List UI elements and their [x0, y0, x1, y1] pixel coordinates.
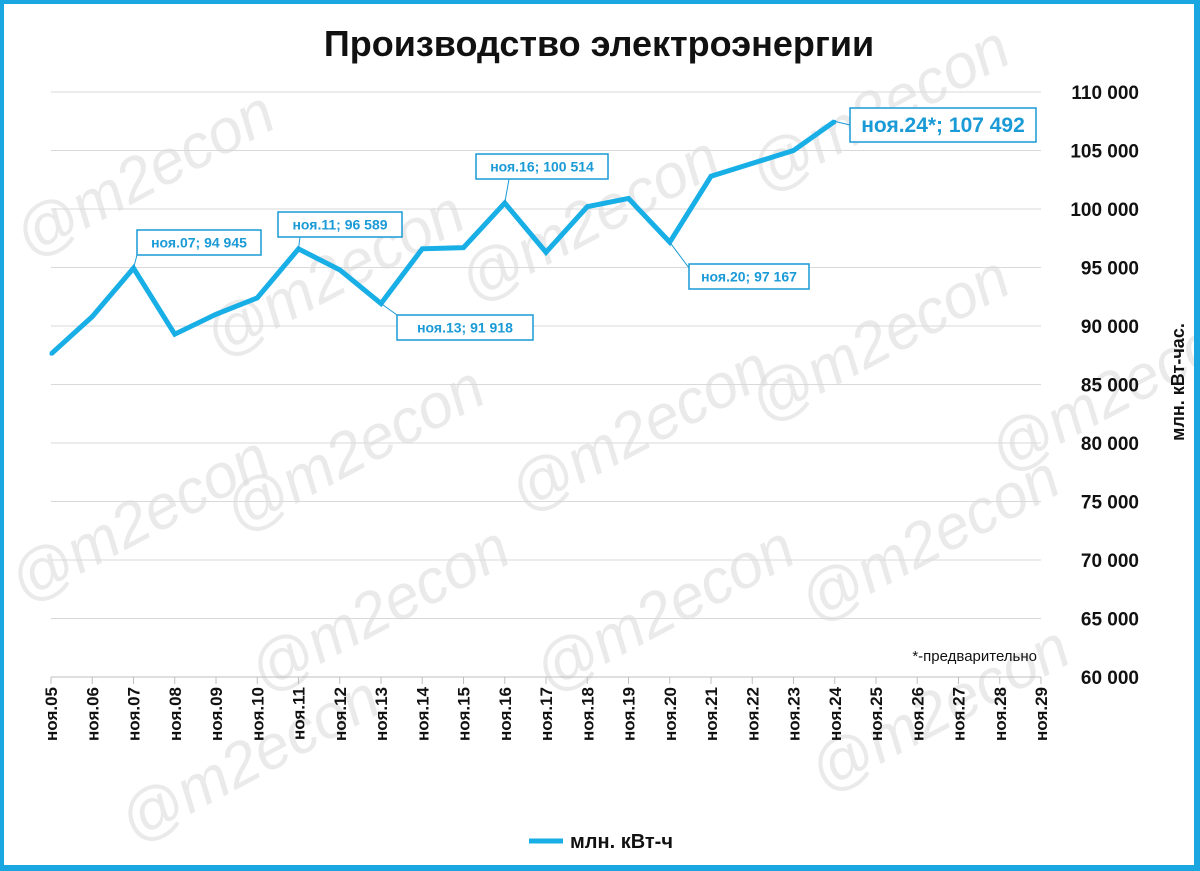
data-point [173, 332, 177, 336]
y-tick-label: 95 000 [1081, 259, 1139, 280]
annotation-callout: ноя.13; 91 918 [380, 303, 534, 341]
data-point [627, 196, 630, 200]
data-point [214, 312, 218, 316]
annotation-box [136, 229, 262, 256]
x-tick-label: ноя.20 [661, 687, 680, 741]
y-tick-label: 100 000 [1070, 200, 1139, 221]
x-tick-label: ноя.28 [991, 687, 1010, 741]
annotation-box [396, 314, 534, 341]
x-tick-label: ноя.29 [1032, 687, 1051, 741]
x-tick-label: ноя.27 [950, 687, 969, 741]
annotation-leader [298, 236, 301, 249]
chart-title: Производство электроэнергии [324, 23, 874, 64]
annotation-leader [834, 120, 851, 126]
x-tick-label: ноя.19 [620, 687, 639, 741]
gridlines [51, 91, 1041, 619]
annotation-box [277, 211, 403, 238]
annotation-box [688, 263, 810, 290]
x-tick-label: ноя.22 [743, 687, 762, 741]
series-line [49, 119, 837, 356]
data-point [462, 246, 465, 250]
x-tick-label: ноя.13 [372, 687, 391, 741]
annotation-leader [669, 241, 690, 269]
y-tick-label: 85 000 [1081, 376, 1139, 397]
y-tick-label: 60 000 [1081, 668, 1139, 689]
annotation-label: ноя.13; 91 918 [417, 320, 513, 336]
x-tick-label: ноя.15 [455, 687, 474, 741]
series-layer [49, 119, 837, 356]
footnote: *-предварительно [912, 648, 1037, 665]
x-axis: ноя.05 ноя.06 ноя.07 ноя.08 ноя.09 ноя.10 ноя.… [42, 676, 1051, 741]
annotations: ноя.07; 94 945 ноя.11; 96 589 ноя.13; 91 9… [133, 107, 1037, 341]
y-tick-label: 105 000 [1070, 142, 1139, 163]
y-tick-label: 75 000 [1081, 493, 1139, 514]
annotation-label: ноя.16; 100 514 [490, 159, 594, 175]
x-tick-label: ноя.08 [166, 687, 185, 741]
x-tick-label: ноя.09 [207, 687, 226, 741]
annotation-callout: ноя.16; 100 514 [475, 153, 609, 204]
x-tick-label: ноя.26 [908, 687, 927, 741]
chart-frame: @m2econ @m2econ @m2econ @m2econ @m2econ @m2ec… [4, 4, 1194, 865]
x-tick-label: ноя.17 [537, 687, 556, 741]
annotation-box [475, 153, 609, 180]
y-axis-label: млн. кВт-час. [1168, 323, 1188, 441]
x-tick-label: ноя.23 [785, 687, 804, 741]
annotation-leader [504, 178, 510, 204]
data-point [420, 247, 424, 251]
y-tick-label: 65 000 [1081, 610, 1139, 631]
annotation-callout: ноя.07; 94 945 [133, 229, 262, 269]
data-point [338, 268, 342, 272]
y-axis: 60 000 65 000 70 000 75 000 80 000 85 000 90 0… [1070, 83, 1139, 689]
watermark-6: @m2econ [498, 332, 781, 526]
annotation-box [849, 107, 1037, 143]
data-point [49, 352, 53, 356]
annotation-label: ноя.24*; 107 492 [861, 114, 1025, 137]
data-point [544, 250, 548, 254]
x-tick-label: ноя.24 [826, 686, 845, 741]
y-tick-label: 110 000 [1071, 83, 1139, 104]
watermark-1: @m2econ [193, 177, 476, 371]
chart-canvas: @m2econ@m2econ@m2econ@m2econ@m2econ @m2ec… [4, 12, 1194, 856]
annotation-label: ноя.07; 94 945 [151, 235, 247, 251]
x-tick-label: ноя.10 [248, 687, 267, 741]
annotation-label: ноя.20; 97 167 [701, 269, 797, 285]
data-point [750, 161, 754, 165]
legend-label: млн. кВт-ч [570, 831, 673, 853]
x-tick-label: ноя.07 [125, 687, 144, 741]
data-point [792, 149, 795, 152]
legend: млн. кВт-ч [529, 831, 673, 853]
x-tick-label: ноя.05 [42, 687, 61, 741]
data-point [585, 205, 589, 209]
x-tick-label: ноя.14 [413, 686, 432, 741]
y-tick-label: 80 000 [1081, 434, 1139, 455]
x-tick-label: ноя.12 [331, 687, 350, 741]
annotation-leader [380, 303, 398, 316]
x-tick-label: ноя.11 [290, 687, 309, 740]
data-point [709, 174, 713, 178]
data-point [255, 296, 259, 300]
y-tick-label: 90 000 [1081, 317, 1139, 338]
x-tick-label: ноя.16 [496, 687, 515, 741]
annotation-callout: ноя.11; 96 589 [277, 211, 403, 249]
data-point [90, 315, 94, 319]
y-tick-label: 70 000 [1081, 551, 1139, 572]
annotation-callout: ноя.24*; 107 492 [834, 107, 1037, 143]
x-tick-label: ноя.25 [867, 687, 886, 741]
annotation-label: ноя.11; 96 589 [292, 217, 387, 233]
x-tick-label: ноя.18 [578, 687, 597, 741]
annotation-callout: ноя.20; 97 167 [669, 241, 810, 290]
x-tick-label: ноя.06 [83, 687, 102, 741]
annotation-leader [133, 254, 138, 269]
x-tick-label: ноя.21 [702, 687, 721, 741]
